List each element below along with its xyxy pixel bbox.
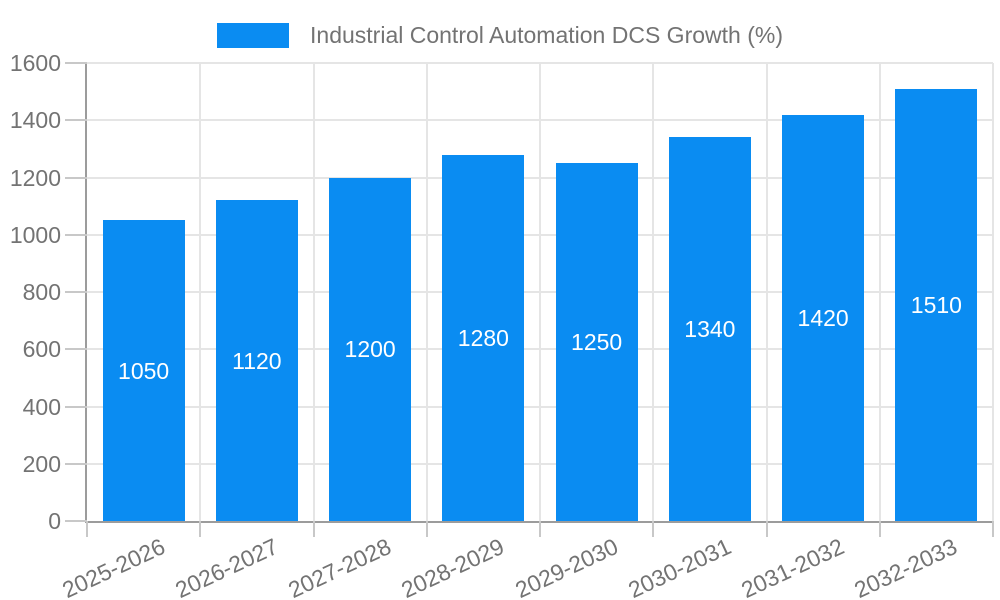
x-tick-mark xyxy=(425,521,428,537)
y-tick-label: 1600 xyxy=(9,50,61,76)
bar: 1200 xyxy=(329,177,412,521)
bar: 1050 xyxy=(102,220,185,521)
bar-value-label: 1510 xyxy=(910,291,962,318)
x-tick-label: 2031-2032 xyxy=(737,533,849,600)
x-tick-label: 2025-2026 xyxy=(57,533,169,600)
y-tick-mark xyxy=(65,62,87,64)
legend: Industrial Control Automation DCS Growth… xyxy=(0,22,1000,49)
bar-value-label: 1200 xyxy=(344,336,396,363)
y-tick-mark xyxy=(65,348,87,351)
bar: 1120 xyxy=(215,200,298,521)
bar-value-label: 1050 xyxy=(118,357,170,384)
bar-value-label: 1340 xyxy=(684,316,736,343)
x-tick-label: 2032-2033 xyxy=(850,533,962,600)
bar-value-label: 1250 xyxy=(571,329,623,356)
x-tick-mark xyxy=(652,521,655,537)
gridline-v xyxy=(765,63,768,521)
bar: 1340 xyxy=(668,137,751,521)
gridline-v xyxy=(878,63,881,521)
gridline-v xyxy=(199,63,202,521)
bar: 1250 xyxy=(555,163,638,521)
y-tick-label: 0 xyxy=(48,508,61,534)
bar: 1510 xyxy=(895,88,978,521)
y-tick-label: 1200 xyxy=(9,164,61,191)
gridline-v xyxy=(539,63,541,521)
bar-value-label: 1120 xyxy=(232,347,282,374)
y-tick-label: 600 xyxy=(22,336,61,363)
y-tick-mark xyxy=(65,119,87,122)
x-tick-mark xyxy=(312,521,315,537)
y-tick-mark xyxy=(65,405,87,408)
x-tick-label: 2028-2029 xyxy=(397,533,509,600)
gridline-v xyxy=(312,63,315,521)
y-tick-mark xyxy=(65,233,87,236)
x-tick-mark xyxy=(878,521,881,537)
x-tick-mark xyxy=(199,521,202,537)
y-tick-mark xyxy=(65,291,87,293)
gridline-v xyxy=(425,63,428,521)
gridline-v xyxy=(652,63,655,521)
y-tick-label: 1000 xyxy=(9,221,61,248)
legend-item[interactable]: Industrial Control Automation DCS Growth… xyxy=(217,22,783,49)
y-tick-label: 400 xyxy=(22,393,61,420)
x-tick-mark xyxy=(765,521,768,537)
y-tick-label: 800 xyxy=(22,279,61,305)
bar: 1280 xyxy=(442,154,525,521)
bar: 1420 xyxy=(782,114,865,521)
x-tick-label: 2030-2031 xyxy=(624,533,735,600)
x-tick-mark xyxy=(539,521,541,537)
x-tick-label: 2026-2027 xyxy=(171,533,282,600)
bar-value-label: 1420 xyxy=(797,304,849,331)
plot-area: 0 200 400 600 800 1000 1200 1400 1600 1050 1120 120… xyxy=(10,50,994,600)
y-tick-mark xyxy=(65,462,87,465)
y-tick-label: 1400 xyxy=(9,107,61,134)
x-tick-mark xyxy=(86,521,88,537)
x-tick-label: 2029-2030 xyxy=(510,533,622,600)
x-tick-label: 2027-2028 xyxy=(284,533,396,600)
legend-label: Industrial Control Automation DCS Growth… xyxy=(310,22,783,48)
legend-swatch-icon xyxy=(217,23,290,48)
x-tick-mark xyxy=(992,521,994,537)
gridline-v xyxy=(992,63,994,521)
y-tick-mark xyxy=(65,520,87,522)
y-tick-label: 200 xyxy=(22,450,61,477)
bar-value-label: 1280 xyxy=(457,324,509,351)
y-tick-mark xyxy=(65,176,87,179)
